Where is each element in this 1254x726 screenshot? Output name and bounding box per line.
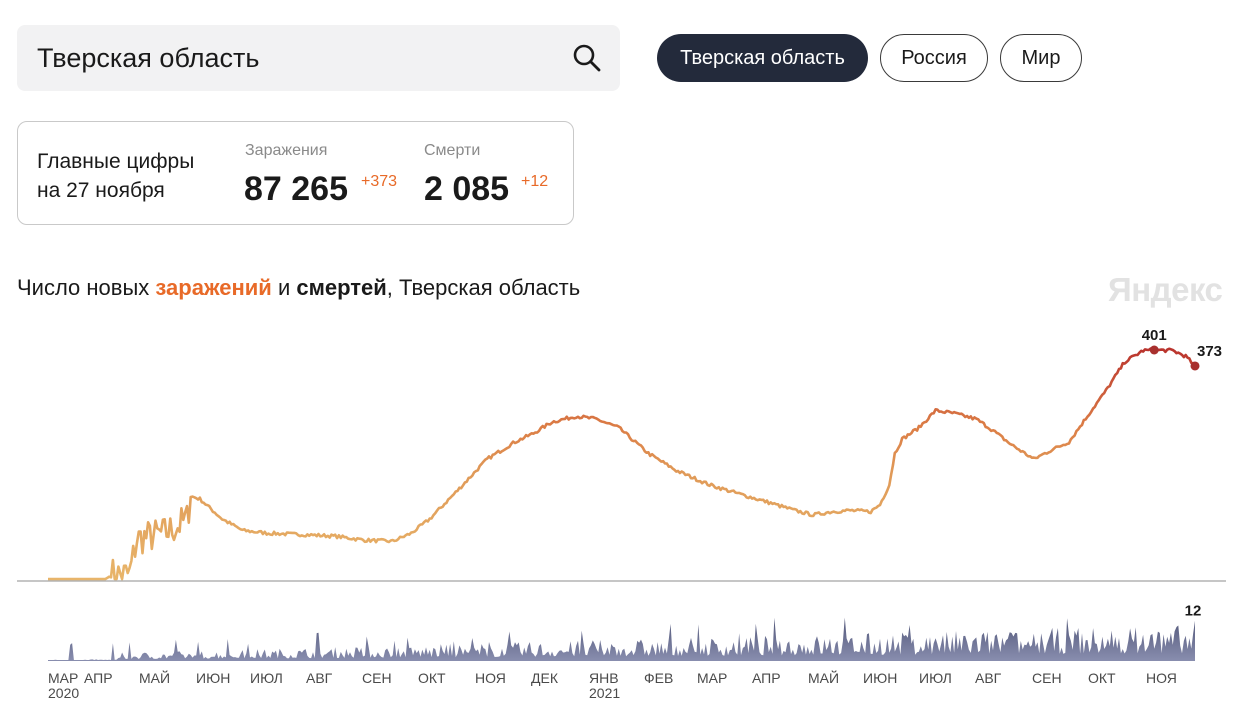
- x-tick-label: АПР: [752, 670, 781, 686]
- x-tick-label: МАЙ: [808, 669, 839, 686]
- x-tick-label: ИЮЛ: [919, 670, 952, 686]
- x-tick-label: АВГ: [306, 670, 333, 686]
- x-tick-label: МАЙ: [139, 669, 170, 686]
- x-tick-label: ФЕВ: [644, 670, 673, 686]
- x-tick-label: СЕН: [1032, 670, 1062, 686]
- deaths-label: Смерти: [424, 142, 481, 159]
- search-box[interactable]: [17, 25, 620, 91]
- summary-label-line1: Главные цифры: [37, 150, 195, 173]
- search-icon[interactable]: [572, 43, 602, 73]
- x-tick-year: 2020: [48, 685, 79, 701]
- x-tick-label: ИЮЛ: [250, 670, 283, 686]
- deaths-value: 2 085: [424, 170, 510, 208]
- infections-value: 87 265: [244, 170, 348, 208]
- x-tick-label: АВГ: [975, 670, 1002, 686]
- infections-line: [48, 347, 1196, 581]
- region-tab-russia[interactable]: Россия: [880, 34, 988, 82]
- deaths-delta: +12: [521, 173, 549, 190]
- x-tick-label: МАР: [697, 670, 727, 686]
- x-tick-label: ОКТ: [418, 670, 446, 686]
- infections-delta: +373: [361, 173, 398, 190]
- chart-title-deaths: смертей: [296, 275, 387, 300]
- x-tick-label: ДЕК: [531, 670, 559, 686]
- chart-title: Число новых заражений и смертей, Тверска…: [17, 275, 580, 301]
- x-tick-label: НОЯ: [1146, 670, 1177, 686]
- x-tick-label: ОКТ: [1088, 670, 1116, 686]
- infections-point: [1190, 361, 1200, 371]
- infections-label: Заражения: [245, 142, 328, 159]
- deaths-data-label: 12: [1185, 603, 1202, 620]
- deaths-area: [48, 617, 1195, 661]
- region-tab-world[interactable]: Мир: [1000, 34, 1082, 82]
- infections-data-label: 401: [1142, 327, 1167, 344]
- x-tick-label: НОЯ: [475, 670, 506, 686]
- chart-title-middle: и: [271, 275, 297, 300]
- region-tab-tver[interactable]: Тверская область: [657, 34, 868, 82]
- search-input[interactable]: [35, 41, 539, 75]
- chart-title-infections: заражений: [155, 275, 272, 300]
- x-tick-label: МАР: [48, 670, 78, 686]
- x-tick-year: 2021: [589, 685, 620, 701]
- chart-title-suffix: , Тверская область: [386, 275, 581, 300]
- x-tick-label: СЕН: [362, 670, 392, 686]
- infections-point: [1149, 345, 1159, 355]
- x-tick-label: ИЮН: [196, 670, 230, 686]
- x-tick-label: ИЮН: [863, 670, 897, 686]
- chart-title-prefix: Число новых: [17, 275, 156, 300]
- x-tick-label: АПР: [84, 670, 113, 686]
- x-tick-label: ЯНВ: [589, 670, 619, 686]
- summary-date: на 27 ноября: [37, 179, 165, 202]
- summary-label: Главные цифры на 27 ноября: [37, 147, 194, 205]
- infections-data-label: 373: [1197, 343, 1222, 360]
- yandex-logo: Яндекс: [1108, 271, 1223, 308]
- summary-card: Главные цифры на 27 ноября Заражения 87 …: [17, 121, 574, 225]
